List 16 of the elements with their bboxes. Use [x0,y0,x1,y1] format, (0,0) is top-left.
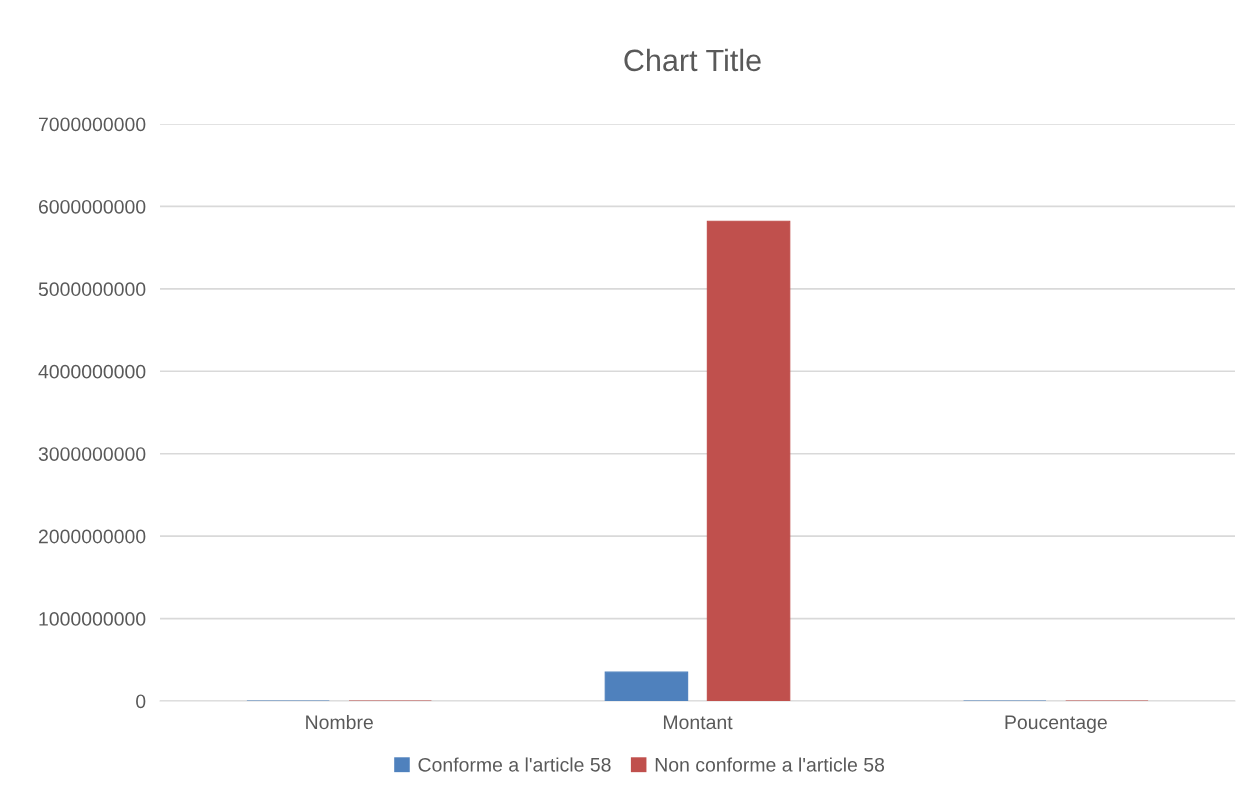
y-tick-label: 5000000000 [38,282,146,297]
y-tick-label: 1000000000 [39,612,146,626]
legend-label: Non conforme a l'article 58 [655,757,885,772]
x-tick-label: Montant [663,715,733,730]
legend-label: Conforme a l'article 58 [418,757,611,772]
chart-title: Chart Title [624,48,761,72]
bar [706,220,791,701]
y-tick-label: 2000000000 [38,529,146,544]
x-tick-label: Nombre [306,714,373,730]
y-tick-label: 0 [136,694,146,709]
x-tick-label: Poucentage [1005,715,1107,734]
bar [604,671,689,701]
y-tick-label: 4000000000 [38,364,146,379]
y-tick-label: 3000000000 [38,447,146,461]
y-tick-label: 6000000000 [38,199,146,214]
y-tick-label: 7000000000 [38,117,146,132]
